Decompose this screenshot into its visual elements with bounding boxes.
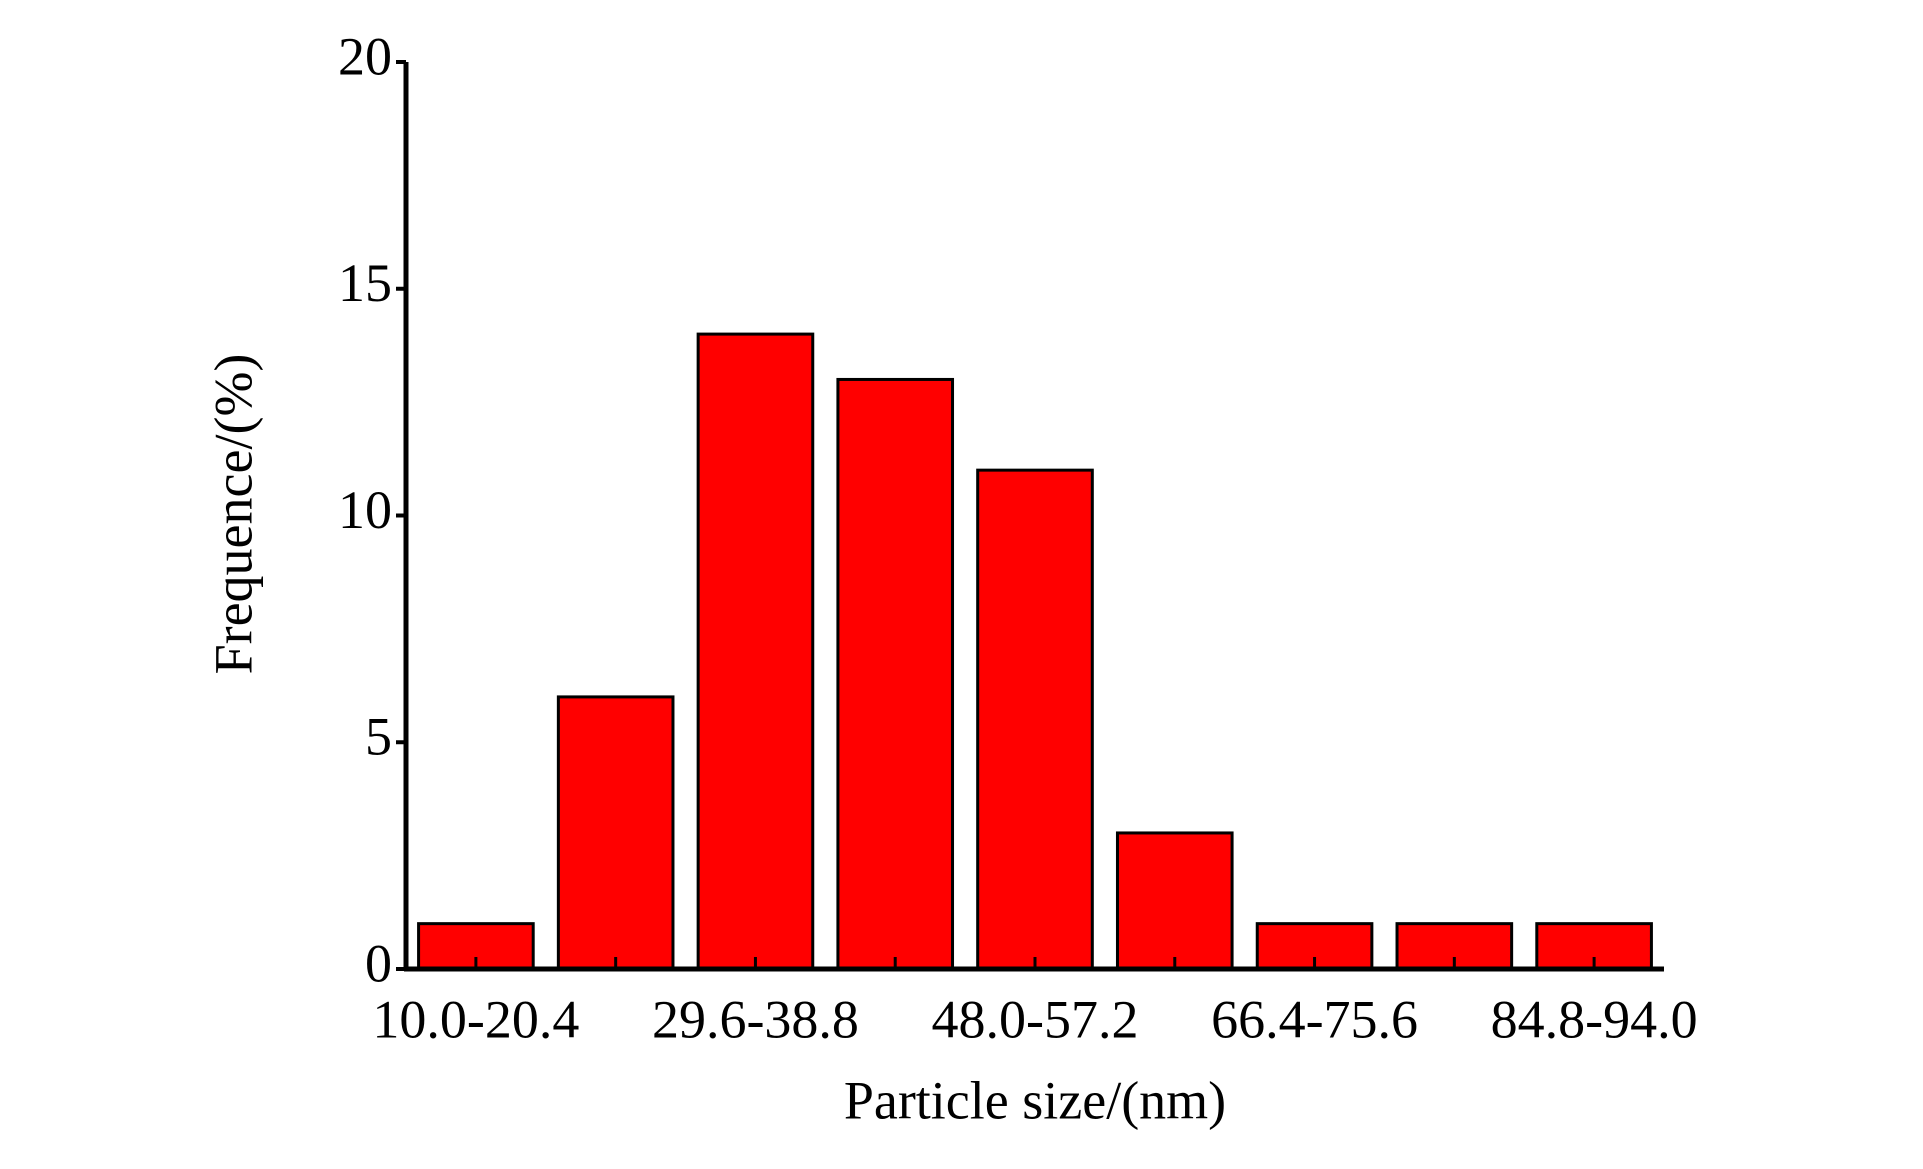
bar bbox=[1115, 831, 1234, 971]
x-tick-label: 84.8-94.0 bbox=[1491, 989, 1698, 1049]
y-tick-label: 0 bbox=[365, 933, 392, 993]
y-tick-label: 20 bbox=[338, 26, 392, 86]
bar bbox=[556, 695, 675, 971]
x-tick-label: 48.0-57.2 bbox=[932, 989, 1139, 1049]
y-tick-label: 15 bbox=[338, 253, 392, 313]
bar bbox=[696, 332, 815, 971]
bar bbox=[976, 468, 1094, 971]
y-axis-label: Frequence/(%) bbox=[203, 354, 263, 675]
bar bbox=[836, 377, 955, 971]
x-tick-label: 10.0-20.4 bbox=[372, 989, 579, 1049]
y-tick-label: 5 bbox=[365, 707, 392, 767]
x-tick-label: 66.4-75.6 bbox=[1211, 989, 1418, 1049]
x-tick-label: 29.6-38.8 bbox=[652, 989, 859, 1049]
y-tick-label: 10 bbox=[338, 480, 392, 540]
x-axis-label: Particle size/(nm) bbox=[844, 1070, 1226, 1130]
